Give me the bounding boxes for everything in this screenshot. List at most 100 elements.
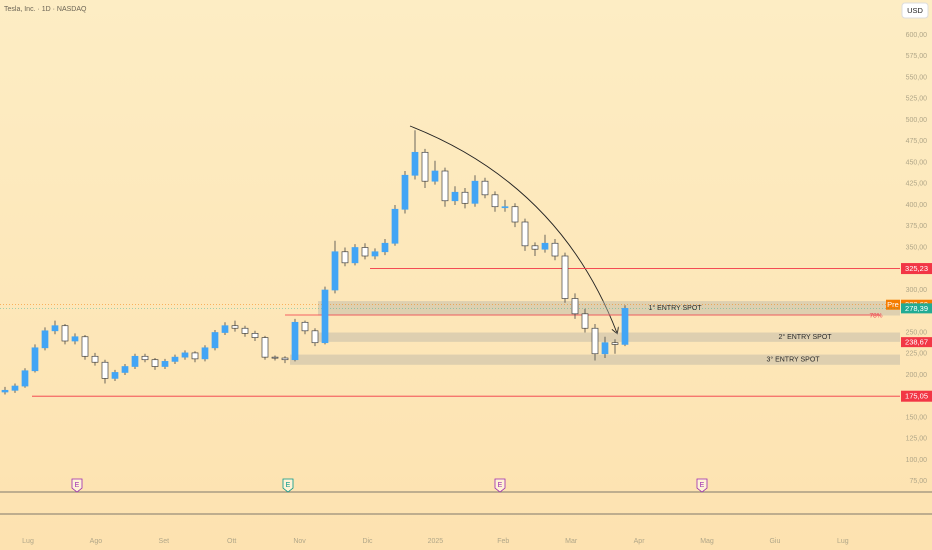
price-label: 238,67 — [905, 338, 928, 347]
event-marker[interactable] — [282, 478, 294, 493]
candle-body — [421, 151, 429, 182]
event-label[interactable]: E — [286, 482, 291, 489]
price-tag-prefix — [886, 299, 900, 310]
candle-body — [601, 342, 609, 355]
zone-label: 3° ENTRY SPOT — [766, 356, 820, 364]
y-tick-label: 200,00 — [906, 372, 928, 379]
y-tick-label: 125,00 — [906, 436, 928, 443]
candle-body — [111, 372, 119, 379]
candle-body — [21, 370, 29, 387]
chart-title: Tesla, Inc. · 1D · NASDAQ — [4, 6, 87, 13]
candle-body — [341, 251, 349, 264]
candle-body — [171, 356, 179, 362]
candle-body — [211, 332, 219, 349]
candle-body — [71, 336, 79, 342]
x-tick-label: Giu — [769, 538, 780, 545]
candle-body — [581, 313, 589, 329]
candle-body — [161, 361, 169, 367]
candle-body — [391, 208, 399, 244]
price-tag — [901, 303, 932, 314]
fib-label: 78% — [869, 313, 882, 320]
event-marker[interactable] — [696, 478, 708, 493]
candle-body — [41, 330, 49, 349]
y-tick-label: 225,00 — [906, 351, 928, 358]
candle-body — [411, 151, 419, 176]
candle-body — [491, 194, 499, 208]
level-label: 325,23 — [905, 264, 928, 273]
x-tick-label: Ago — [90, 538, 103, 545]
candle-body — [51, 325, 59, 332]
level-tag — [901, 390, 932, 402]
candle-body — [181, 352, 189, 358]
candle-body — [131, 355, 139, 367]
y-tick-label: 550,00 — [906, 74, 928, 81]
candle-body — [571, 298, 579, 315]
y-tick-label: 500,00 — [906, 117, 928, 124]
y-tick-label: 350,00 — [906, 244, 928, 251]
entry-zone — [315, 332, 900, 342]
candle-body — [521, 221, 529, 247]
x-tick-label: Lug — [22, 538, 34, 545]
x-tick-label: Feb — [497, 538, 509, 545]
candle-body — [311, 330, 319, 344]
x-tick-label: 2025 — [428, 538, 444, 545]
x-tick-label: Nov — [293, 538, 306, 545]
candle-body — [531, 245, 539, 250]
x-tick-label: Apr — [634, 538, 646, 545]
candle-body — [351, 247, 359, 264]
candle-body — [441, 170, 449, 202]
candle-body — [621, 308, 629, 345]
candle-body — [251, 333, 259, 338]
candle-body — [271, 356, 279, 359]
candle-body — [221, 325, 229, 333]
candle-body — [291, 321, 299, 361]
y-tick-label: 575,00 — [906, 53, 928, 60]
y-tick-label: 600,00 — [906, 32, 928, 39]
candle-body — [91, 355, 99, 363]
candle-body — [371, 251, 379, 257]
candle-body — [451, 191, 459, 202]
currency-label[interactable]: USD — [907, 6, 923, 15]
candle-body — [81, 336, 89, 357]
x-tick-label: Dic — [362, 538, 373, 545]
y-tick-label: 250,00 — [906, 329, 928, 336]
candle-body — [611, 342, 619, 345]
candle-body — [301, 321, 309, 332]
x-tick-label: Mag — [700, 538, 714, 545]
candle-body — [511, 206, 519, 223]
candle-body — [561, 255, 569, 299]
event-marker[interactable] — [71, 478, 83, 493]
candle-body — [361, 247, 369, 257]
y-tick-label: 525,00 — [906, 96, 928, 103]
zone-label: 2° ENTRY SPOT — [778, 333, 832, 341]
candle-body — [331, 251, 339, 291]
candle-body — [551, 242, 559, 257]
level-label: 175,05 — [905, 392, 928, 401]
currency-button[interactable] — [901, 2, 929, 19]
y-tick-label: 100,00 — [906, 457, 928, 464]
price-label: 278,39 — [905, 304, 928, 313]
y-tick-label: 150,00 — [906, 414, 928, 421]
y-tick-label: 450,00 — [906, 159, 928, 166]
candle-body — [241, 327, 249, 334]
candle-body — [381, 242, 389, 253]
candle-body — [201, 347, 209, 360]
candle-body — [281, 357, 289, 361]
candle-body — [151, 359, 159, 367]
event-marker[interactable] — [494, 478, 506, 493]
event-label[interactable]: E — [498, 482, 503, 489]
candle-body — [541, 242, 549, 250]
y-tick-label: 475,00 — [906, 138, 928, 145]
event-label[interactable]: E — [75, 482, 80, 489]
candle-body — [481, 180, 489, 196]
event-label[interactable]: E — [700, 482, 705, 489]
x-tick-label: Lug — [837, 538, 849, 545]
price-tag-text: Pre — [887, 300, 899, 309]
y-tick-label: 75,00 — [909, 478, 927, 485]
candle-body — [141, 355, 149, 361]
candle-body — [431, 170, 439, 182]
candle-body — [461, 191, 469, 204]
